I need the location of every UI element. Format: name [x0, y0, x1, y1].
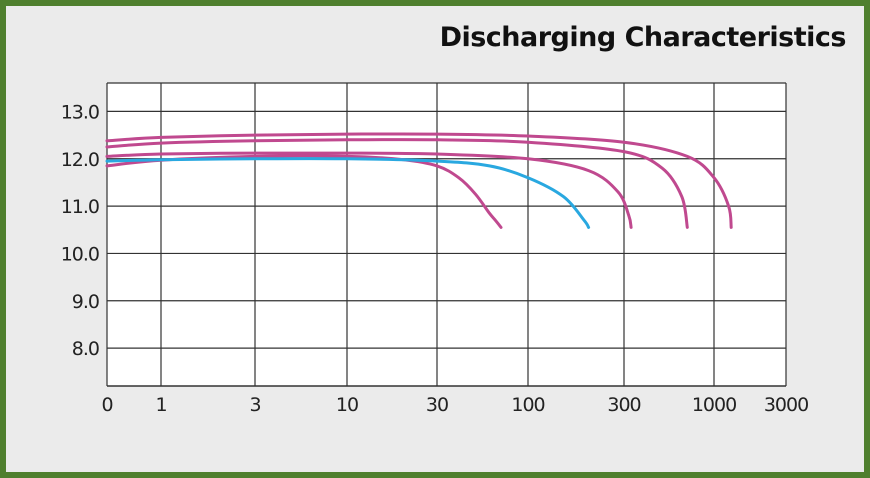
series-line-4	[105, 138, 689, 229]
x-tick-label: 0	[101, 394, 112, 416]
y-tick-label: 11.0	[61, 196, 99, 218]
x-tick-label: 3000	[764, 394, 808, 416]
series-line-2	[105, 157, 591, 229]
x-tick-label: 100	[511, 394, 544, 416]
x-tick-label: 30	[426, 394, 448, 416]
y-axis: 13.0 12.0 11.0 10.0 9.0 8.0	[61, 101, 100, 360]
x-tick-label: 1000	[692, 394, 736, 416]
x-tick-label: 3	[249, 394, 260, 416]
y-tick-label: 12.0	[61, 149, 99, 171]
x-tick-label: 1	[155, 394, 166, 416]
y-tick-label: 9.0	[72, 291, 99, 313]
x-axis: 0 1 3 10 30 100 300 1000 3000	[101, 394, 809, 416]
series-group	[105, 132, 733, 229]
chart-title: Discharging Characteristics	[439, 22, 847, 53]
y-tick-label: 13.0	[61, 101, 99, 123]
y-tick-label: 8.0	[72, 338, 99, 360]
grid	[106, 82, 787, 387]
x-tick-label: 300	[607, 394, 640, 416]
series-line-5	[105, 132, 733, 229]
series-line-1	[105, 154, 503, 229]
x-tick-label: 10	[336, 394, 358, 416]
y-tick-label: 10.0	[61, 243, 99, 265]
series-line-3	[105, 151, 633, 229]
plot-area	[107, 83, 786, 386]
